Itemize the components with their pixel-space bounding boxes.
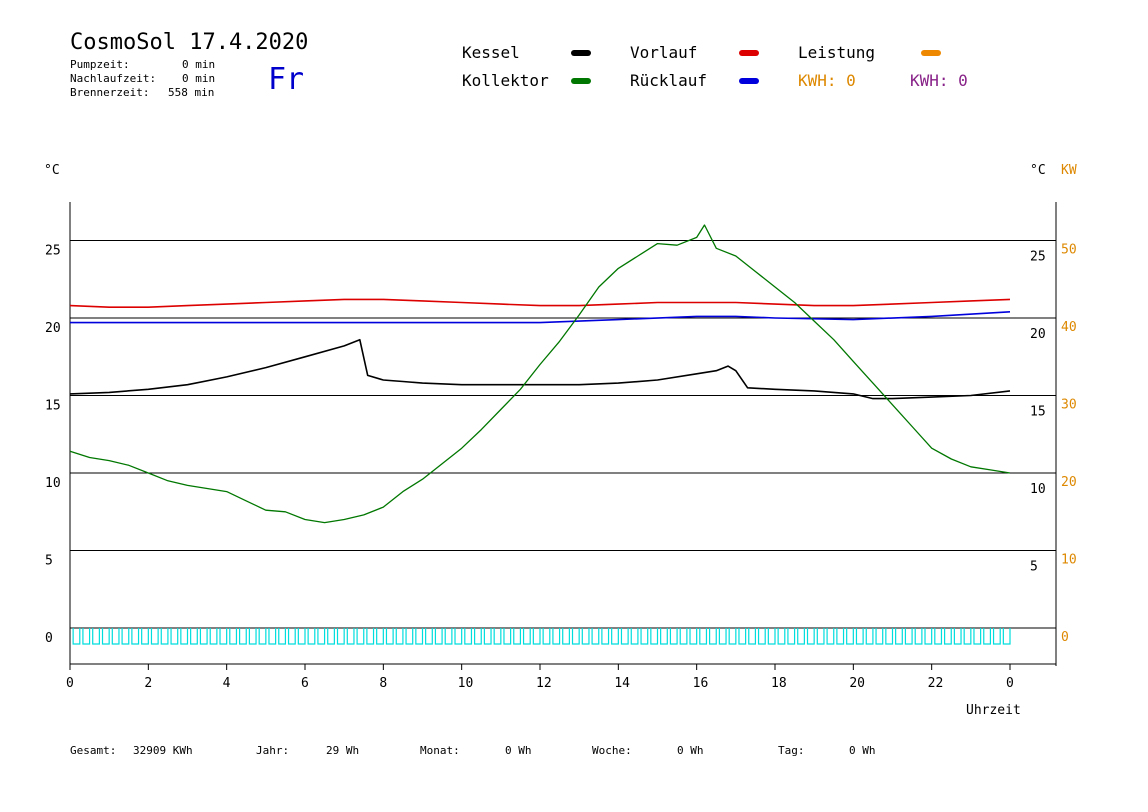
stat-pumpzeit-value: 0 min	[182, 58, 216, 71]
x-axis-label: Uhrzeit	[966, 703, 1021, 718]
x-tick-0: 0	[66, 676, 74, 691]
footer-gesamt-label: Gesamt:	[70, 744, 117, 757]
x-tick-4: 8	[379, 676, 387, 691]
footer-monat-label: Monat:	[420, 744, 460, 757]
x-tick-6: 12	[536, 676, 552, 691]
x-tick-2: 4	[223, 676, 231, 691]
footer-woche-label: Woche:	[592, 744, 632, 757]
legend-kwh-purple: KWH: 0	[910, 71, 968, 90]
chart-axes	[69, 202, 1057, 666]
legend-kessel-swatch	[571, 50, 591, 56]
legend-leistung-label: Leistung	[798, 43, 876, 62]
y-tick-left-10: 10	[45, 476, 61, 491]
stat-brennerzeit-label: Brennerzeit:	[70, 86, 150, 99]
y-tick-kw-10: 10	[1061, 553, 1077, 568]
y-tick-left-15: 15	[45, 399, 61, 414]
series-line-kollektor	[69, 224, 1011, 524]
x-tick-12: 0	[1006, 676, 1014, 691]
footer-gesamt-value: 32909 KWh	[133, 744, 193, 757]
footer-monat-value: 0 Wh	[505, 744, 532, 757]
legend-vorlauf-label: Vorlauf	[630, 43, 698, 62]
stat-nachlaufzeit-value: 0 min	[182, 72, 216, 85]
legend-kwh-orange: KWH: 0	[798, 71, 856, 90]
series-line-kessel	[69, 338, 1011, 400]
footer-tag-value: 0 Wh	[849, 744, 876, 757]
pump-signal-line	[72, 628, 1011, 645]
y-axis-unit-left: °C	[44, 163, 60, 178]
x-tick-11: 22	[928, 676, 944, 691]
y-tick-left-0: 0	[45, 631, 53, 646]
x-tick-7: 14	[614, 676, 630, 691]
chart-grid	[70, 240, 1056, 629]
legend-ruecklauf-swatch	[739, 78, 759, 84]
weekday-label: Fr	[268, 62, 305, 97]
footer-woche-value: 0 Wh	[677, 744, 704, 757]
legend-kollektor-swatch	[571, 78, 591, 84]
y-tick-kw-50: 50	[1061, 243, 1077, 258]
y-tick-kw-0: 0	[1061, 630, 1069, 645]
y-tick-right-5: 5	[1030, 560, 1038, 575]
legend-kollektor-label: Kollektor	[462, 71, 549, 90]
x-tick-1: 2	[144, 676, 152, 691]
legend-ruecklauf-label: Rücklauf	[630, 71, 708, 90]
series-line-vorlauf	[69, 298, 1011, 309]
y-tick-kw-40: 40	[1061, 320, 1077, 335]
pump-signal	[72, 628, 1011, 645]
chart-ticks: 0 5 10 15 20 25 5 10 15 20 25 0 10 20 30 40 50 0 2 4 6 8 10 12 1…	[45, 243, 1077, 692]
stat-pumpzeit-label: Pumpzeit:	[70, 58, 130, 71]
y-axis-unit-right: °C	[1030, 163, 1046, 178]
page-title: CosmoSol 17.4.2020	[70, 30, 309, 55]
y-tick-right-10: 10	[1030, 482, 1046, 497]
x-tick-5: 10	[458, 676, 474, 691]
y-axis-unit-kw: KW	[1061, 163, 1077, 178]
stat-brennerzeit-value: 558 min	[168, 86, 215, 99]
legend-leistung-swatch	[921, 50, 941, 56]
x-tick-8: 16	[693, 676, 709, 691]
y-tick-kw-30: 30	[1061, 398, 1077, 413]
y-tick-left-20: 20	[45, 321, 61, 336]
legend-kessel-label: Kessel	[462, 43, 520, 62]
y-tick-left-5: 5	[45, 554, 53, 569]
footer-tag-label: Tag:	[778, 744, 805, 757]
series-line-ruecklauf	[70, 311, 1011, 324]
y-tick-kw-20: 20	[1061, 475, 1077, 490]
x-tick-10: 20	[849, 676, 865, 691]
footer-jahr-value: 29 Wh	[326, 744, 360, 757]
x-tick-9: 18	[771, 676, 787, 691]
y-tick-left-25: 25	[45, 244, 61, 259]
chart-series	[69, 224, 1011, 524]
y-tick-right-15: 15	[1030, 405, 1046, 420]
stat-nachlaufzeit-label: Nachlaufzeit:	[70, 72, 157, 85]
y-tick-right-25: 25	[1030, 250, 1046, 265]
x-tick-3: 6	[301, 676, 309, 691]
y-tick-right-20: 20	[1030, 327, 1046, 342]
footer-jahr-label: Jahr:	[256, 744, 290, 757]
legend-vorlauf-swatch	[739, 50, 759, 56]
